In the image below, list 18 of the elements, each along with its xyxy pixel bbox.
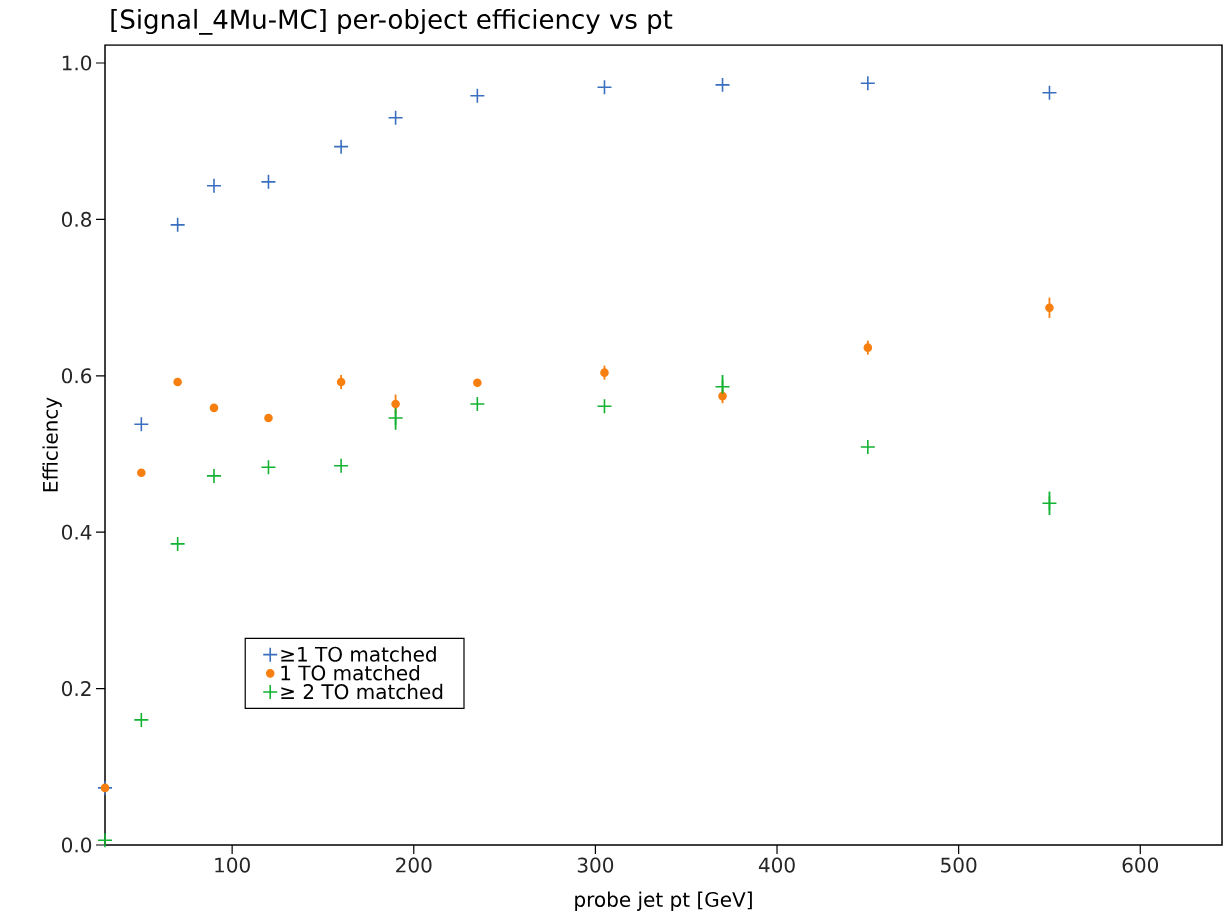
x-tick-label: 400 bbox=[758, 857, 795, 873]
legend-label: ≥1 TO matched bbox=[281, 646, 436, 662]
legend-label: ≥ 2 TO matched bbox=[281, 683, 443, 700]
y-tick-label: 0.2 bbox=[61, 681, 91, 697]
y-axis-title: Efficiency bbox=[42, 397, 62, 492]
x-tick-label: 500 bbox=[941, 857, 977, 873]
y-tick-label: 1.0 bbox=[62, 55, 92, 71]
legend-label: 1 TO matched bbox=[281, 665, 420, 681]
y-tick-label: 0.0 bbox=[61, 837, 92, 853]
x-tick-label: 300 bbox=[577, 857, 614, 873]
chart-title: [Signal_4Mu-MC] per-object efficiency vs pt bbox=[111, 8, 673, 35]
x-tick-label: 100 bbox=[215, 857, 250, 873]
x-axis-title: probe jet pt [GeV] bbox=[575, 891, 752, 911]
x-tick-label: 200 bbox=[396, 857, 432, 873]
y-tick-label: 0.8 bbox=[61, 211, 92, 227]
x-tick-label: 600 bbox=[1122, 857, 1159, 873]
y-tick-label: 0.4 bbox=[61, 524, 92, 540]
y-tick-label: 0.6 bbox=[61, 368, 92, 384]
